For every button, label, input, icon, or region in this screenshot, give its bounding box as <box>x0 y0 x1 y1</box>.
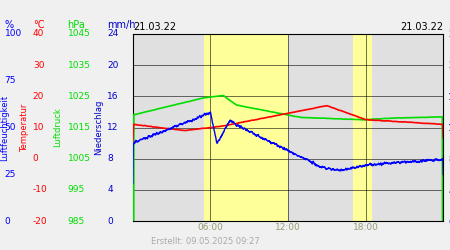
Text: 995: 995 <box>68 186 85 194</box>
Text: 12: 12 <box>107 123 118 132</box>
Text: 8: 8 <box>107 154 113 163</box>
Text: 20: 20 <box>33 92 44 101</box>
Text: -10: -10 <box>33 186 48 194</box>
Text: 1025: 1025 <box>68 92 90 101</box>
Text: 21.03.22: 21.03.22 <box>400 22 443 32</box>
Text: 24: 24 <box>107 29 118 38</box>
Text: Luftfeuchtigkeit: Luftfeuchtigkeit <box>0 94 9 160</box>
Text: 50: 50 <box>4 123 16 132</box>
Text: Niederschlag: Niederschlag <box>94 100 104 155</box>
Text: °C: °C <box>33 20 45 30</box>
Text: 1035: 1035 <box>68 60 90 70</box>
Text: 0: 0 <box>107 217 113 226</box>
Text: 0: 0 <box>4 217 10 226</box>
Text: 100: 100 <box>4 29 22 38</box>
Text: %: % <box>4 20 13 30</box>
Bar <box>204 34 288 221</box>
Text: hPa: hPa <box>68 20 86 30</box>
Text: 985: 985 <box>68 217 85 226</box>
Text: 4: 4 <box>107 186 112 194</box>
Text: 1015: 1015 <box>68 123 90 132</box>
Bar <box>353 34 372 221</box>
Text: 16: 16 <box>107 92 119 101</box>
Text: Luftdruck: Luftdruck <box>53 108 62 147</box>
Text: Temperatur: Temperatur <box>20 103 29 152</box>
Text: mm/h: mm/h <box>107 20 135 30</box>
Text: -20: -20 <box>33 217 48 226</box>
Text: Erstellt: 09.05.2025 09:27: Erstellt: 09.05.2025 09:27 <box>151 237 260 246</box>
Text: 25: 25 <box>4 170 16 179</box>
Text: 21.03.22: 21.03.22 <box>133 22 176 32</box>
Text: 0: 0 <box>33 154 39 163</box>
Text: 75: 75 <box>4 76 16 85</box>
Text: 30: 30 <box>33 60 45 70</box>
Text: 1045: 1045 <box>68 29 90 38</box>
Text: 40: 40 <box>33 29 44 38</box>
Text: 1005: 1005 <box>68 154 90 163</box>
Text: 10: 10 <box>33 123 45 132</box>
Text: 20: 20 <box>107 60 118 70</box>
